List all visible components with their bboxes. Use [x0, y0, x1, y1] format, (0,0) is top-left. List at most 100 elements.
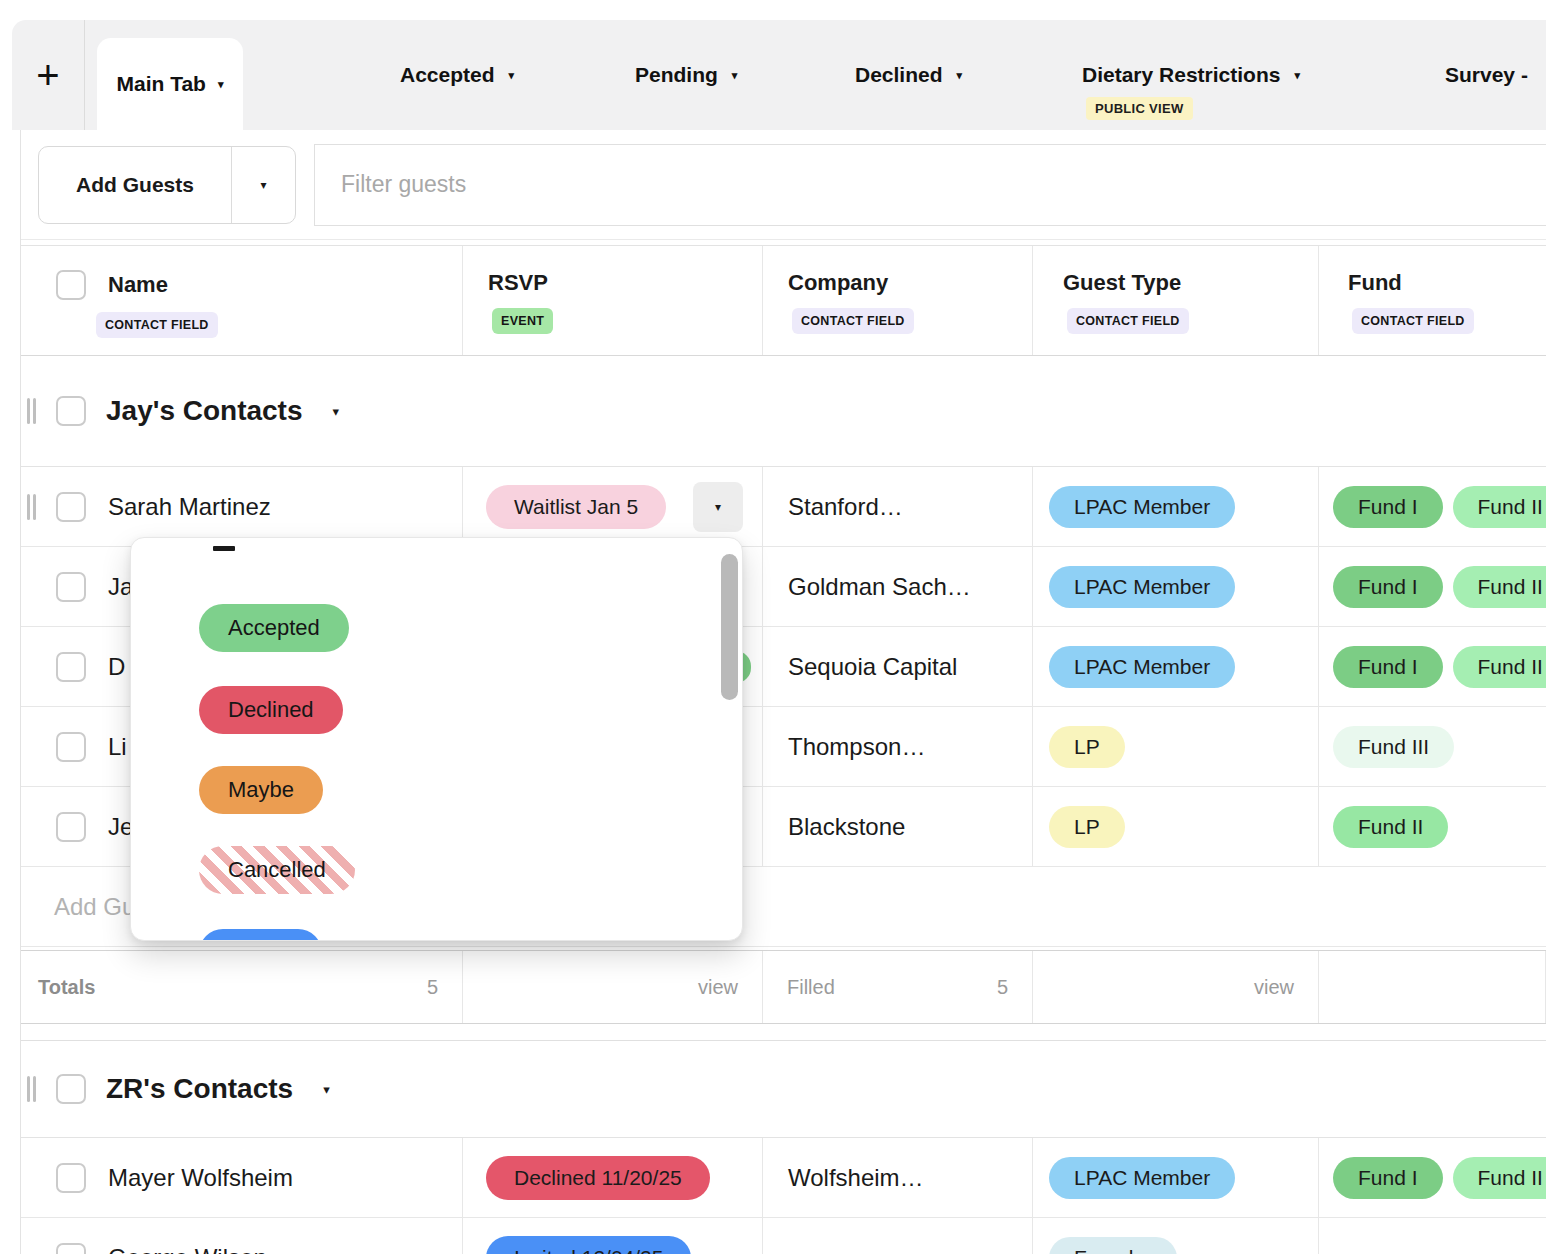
row-checkbox[interactable]: [56, 572, 86, 602]
chevron-down-icon[interactable]: ▾: [323, 1082, 330, 1097]
fund-cell[interactable]: Fund III: [1319, 707, 1546, 786]
group-checkbox[interactable]: [56, 396, 86, 426]
column-header-fund[interactable]: Fund CONTACT FIELD: [1319, 246, 1546, 355]
company-name: Sequoia Capital: [788, 653, 957, 681]
rsvp-option-maybe[interactable]: Maybe: [199, 766, 323, 814]
drag-handle-icon[interactable]: [27, 398, 36, 424]
drag-handle-icon[interactable]: [27, 1076, 36, 1102]
company-cell[interactable]: [763, 1218, 1033, 1254]
tab-declined[interactable]: Declined ▾: [855, 20, 962, 130]
group-checkbox[interactable]: [56, 1074, 86, 1104]
guest-name: Sarah Martinez: [108, 493, 271, 521]
tab-label: Dietary Restrictions: [1082, 63, 1280, 87]
guest-type-pill: LPAC Member: [1049, 646, 1235, 688]
guest-type-cell[interactable]: LPAC Member: [1033, 467, 1319, 546]
tab-dietary-restrictions[interactable]: Dietary Restrictions ▾ PUBLIC VIEW: [1082, 20, 1300, 130]
field-type-badge: CONTACT FIELD: [1352, 308, 1474, 334]
fund-cell[interactable]: Fund II: [1319, 787, 1546, 866]
company-cell[interactable]: Goldman Sach…: [763, 547, 1033, 626]
field-type-badge: CONTACT FIELD: [96, 312, 218, 338]
rsvp-option-declined[interactable]: Declined: [199, 686, 343, 734]
tab-label: Survey -: [1445, 63, 1528, 87]
row-checkbox[interactable]: [56, 812, 86, 842]
tab-main-tab[interactable]: Main Tab ▾: [97, 38, 243, 130]
fund-cell[interactable]: Fund I Fund II: [1319, 1138, 1546, 1217]
row-checkbox[interactable]: [56, 1243, 86, 1254]
fund-pill: Fund II: [1333, 806, 1448, 848]
rsvp-option-invited[interactable]: Invited: [199, 929, 322, 941]
column-header-rsvp[interactable]: RSVP EVENT: [463, 246, 763, 355]
fund-cell[interactable]: Fund I Fund II: [1319, 627, 1546, 706]
tab-survey[interactable]: Survey -: [1445, 20, 1528, 130]
select-all-checkbox[interactable]: [56, 270, 86, 300]
scrollbar-thumb[interactable]: [721, 554, 738, 700]
drag-handle-icon[interactable]: [27, 494, 36, 520]
row-checkbox[interactable]: [56, 732, 86, 762]
fund-pill: Fund II: [1453, 566, 1546, 608]
filter-guests-input[interactable]: [314, 144, 1546, 226]
column-title: Company: [788, 270, 888, 296]
rsvp-dropdown-button[interactable]: ▾: [693, 482, 743, 532]
guest-type-cell[interactable]: LP: [1033, 707, 1319, 786]
guest-type-pill: LPAC Member: [1049, 566, 1235, 608]
fund-cell[interactable]: [1319, 1218, 1546, 1254]
rsvp-option-cancelled[interactable]: Cancelled: [199, 846, 355, 894]
guest-list-app: + Main Tab ▾ Accepted ▾ Pending ▾ Declin…: [0, 0, 1546, 1254]
guest-type-cell[interactable]: LPAC Member: [1033, 1138, 1319, 1217]
rsvp-option-partial-dash[interactable]: [213, 546, 235, 551]
company-cell[interactable]: Wolfsheim…: [763, 1138, 1033, 1217]
column-header-name[interactable]: Name CONTACT FIELD: [21, 246, 463, 355]
tab-accepted[interactable]: Accepted ▾: [400, 20, 514, 130]
group-header-zrs-contacts[interactable]: ZR's Contacts ▾: [21, 1040, 1546, 1138]
guest-type-pill: LPAC Member: [1049, 1157, 1235, 1199]
guest-type-cell[interactable]: Founder: [1033, 1218, 1319, 1254]
row-checkbox[interactable]: [56, 492, 86, 522]
company-cell[interactable]: Stanford…: [763, 467, 1033, 546]
guest-type-pill: LPAC Member: [1049, 486, 1235, 528]
new-tab-button[interactable]: +: [12, 20, 85, 130]
guest-type-cell[interactable]: LP: [1033, 787, 1319, 866]
guest-type-pill: LP: [1049, 806, 1125, 848]
table-row: George Wilson Invited 12/04/25 Founder: [21, 1218, 1546, 1254]
guest-type-pill: LP: [1049, 726, 1125, 768]
column-header-company[interactable]: Company CONTACT FIELD: [763, 246, 1033, 355]
group-header-jays-contacts[interactable]: Jay's Contacts ▾: [21, 356, 1546, 467]
column-header-guest-type[interactable]: Guest Type CONTACT FIELD: [1033, 246, 1319, 355]
totals-rsvp-view-link[interactable]: view: [698, 976, 738, 999]
fund-cell[interactable]: Fund I Fund II: [1319, 467, 1546, 546]
rsvp-status-pill[interactable]: Waitlist Jan 5: [486, 485, 666, 529]
totals-filled-count: 5: [997, 976, 1008, 999]
chevron-down-icon: ▾: [1294, 70, 1300, 81]
add-guests-button[interactable]: Add Guests ▾: [38, 146, 296, 224]
chevron-down-icon: ▾: [509, 70, 515, 81]
column-title: Name: [108, 272, 168, 298]
add-guests-label[interactable]: Add Guests: [39, 147, 232, 223]
fund-cell[interactable]: Fund I Fund II: [1319, 547, 1546, 626]
guest-type-cell[interactable]: LPAC Member: [1033, 547, 1319, 626]
tab-pending[interactable]: Pending ▾: [635, 20, 737, 130]
rsvp-option-accepted[interactable]: Accepted: [199, 604, 349, 652]
fund-pill: Fund III: [1333, 726, 1454, 768]
fund-pill: Fund II: [1453, 646, 1546, 688]
fund-pill: Fund II: [1453, 1157, 1546, 1199]
company-cell[interactable]: Thompson…: [763, 707, 1033, 786]
fund-pill: Fund I: [1333, 486, 1443, 528]
company-cell[interactable]: Blackstone: [763, 787, 1033, 866]
totals-label: Totals: [38, 976, 95, 999]
row-checkbox[interactable]: [56, 1163, 86, 1193]
row-checkbox[interactable]: [56, 652, 86, 682]
totals-guest-type-view-link[interactable]: view: [1254, 976, 1294, 999]
guest-type-cell[interactable]: LPAC Member: [1033, 627, 1319, 706]
chevron-down-icon[interactable]: ▾: [232, 147, 295, 223]
chevron-down-icon[interactable]: ▾: [333, 404, 340, 419]
fund-pill: Fund II: [1453, 486, 1546, 528]
toolbar: Add Guests ▾: [21, 130, 1546, 240]
rsvp-status-pill[interactable]: Declined 11/20/25: [486, 1156, 710, 1200]
rsvp-status-pill[interactable]: Invited 12/04/25: [486, 1236, 691, 1254]
company-cell[interactable]: Sequoia Capital: [763, 627, 1033, 706]
guest-name: George Wilson: [108, 1244, 267, 1254]
guest-name: Mayer Wolfsheim: [108, 1164, 293, 1192]
company-name: Thompson…: [788, 733, 925, 761]
column-title: Fund: [1348, 270, 1402, 296]
guest-type-pill: Founder: [1049, 1237, 1177, 1254]
